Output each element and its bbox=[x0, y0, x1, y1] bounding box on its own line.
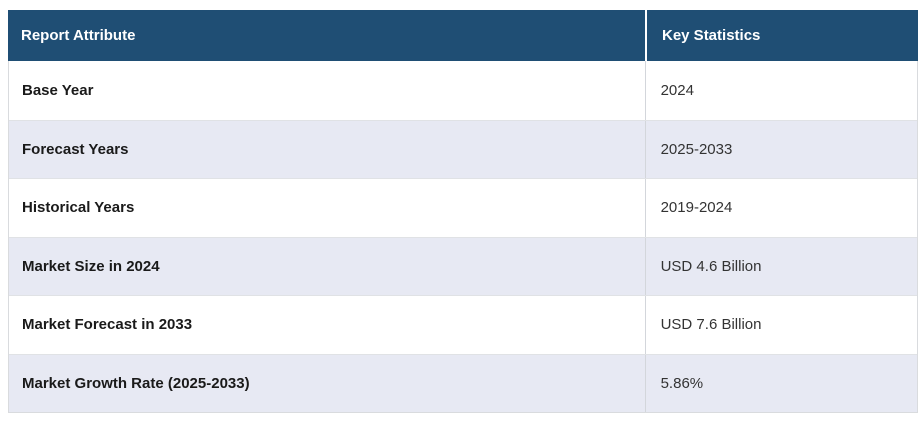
attribute-label: Historical Years bbox=[22, 199, 135, 217]
column-header-report-attribute: Report Attribute bbox=[21, 27, 136, 44]
attribute-label: Market Growth Rate (2025-2033) bbox=[22, 374, 250, 392]
attribute-value: 2024 bbox=[644, 61, 917, 120]
attribute-value: USD 7.6 Billion bbox=[644, 296, 917, 354]
table-row-base-year: Base Year 2024 bbox=[9, 61, 917, 120]
table-row-market-forecast-2033: Market Forecast in 2033 USD 7.6 Billion bbox=[9, 295, 917, 354]
attribute-value: 2019-2024 bbox=[644, 179, 917, 237]
attribute-label: Base Year bbox=[22, 81, 94, 99]
table-header-row: Report Attribute Key Statistics bbox=[8, 10, 918, 61]
table-row-historical-years: Historical Years 2019-2024 bbox=[9, 178, 917, 237]
attribute-label: Market Size in 2024 bbox=[22, 257, 160, 275]
column-header-key-statistics: Key Statistics bbox=[645, 10, 918, 61]
attribute-label: Market Forecast in 2033 bbox=[22, 316, 193, 334]
attribute-value: USD 4.6 Billion bbox=[644, 237, 917, 295]
table-row-market-size-2024: Market Size in 2024 USD 4.6 Billion bbox=[9, 236, 917, 295]
table-row-market-growth-rate: Market Growth Rate (2025-2033) 5.86% bbox=[9, 353, 917, 412]
table-body: Base Year 2024 Forecast Years 2025-2033 … bbox=[8, 61, 918, 413]
attribute-label: Forecast Years bbox=[22, 140, 129, 158]
report-attributes-table: Report Attribute Key Statistics Base Yea… bbox=[8, 10, 918, 413]
attribute-value: 2025-2033 bbox=[644, 120, 917, 178]
table-row-forecast-years: Forecast Years 2025-2033 bbox=[9, 119, 917, 178]
attribute-value: 5.86% bbox=[644, 354, 917, 412]
